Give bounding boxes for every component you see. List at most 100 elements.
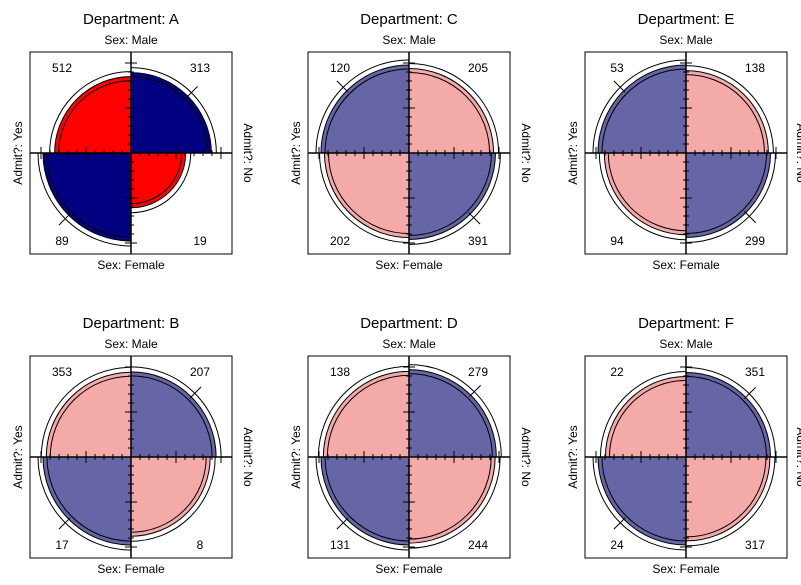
bottom-label: Sex: Female <box>652 258 720 272</box>
count-male-no: 279 <box>468 365 488 379</box>
diagonal-marker <box>336 517 349 530</box>
diagonal-marker <box>186 85 199 98</box>
top-label: Sex: Male <box>104 33 158 47</box>
count-male-no: 313 <box>190 61 210 75</box>
diagonal-marker <box>613 80 626 93</box>
right-label: Admit?: No <box>794 427 801 487</box>
quadrant-tl <box>45 371 132 458</box>
count-female-no: 317 <box>745 538 765 552</box>
diagonal-marker <box>189 386 202 399</box>
count-female-yes: 24 <box>610 538 624 552</box>
quadrant-bl <box>320 456 410 546</box>
diagonal-marker <box>58 517 71 530</box>
count-male-no: 205 <box>468 61 488 75</box>
panel-title: Department: D <box>360 315 458 332</box>
quadrant-tl <box>54 76 132 154</box>
quadrant-tl <box>604 375 687 458</box>
count-male-yes: 53 <box>610 61 624 75</box>
confidence-ring-inner <box>685 74 765 154</box>
bottom-label: Sex: Female <box>97 258 165 272</box>
confidence-ring-inner <box>130 76 208 154</box>
diagonal-marker <box>743 210 757 224</box>
fourfold-panel: Department: B Sex: Male Sex: Female Admit?:… <box>11 315 255 576</box>
count-female-yes: 17 <box>55 538 69 552</box>
quadrant-tl <box>597 64 687 154</box>
panel-title: Department: B <box>83 315 180 332</box>
diagonal-marker <box>743 387 756 400</box>
confidence-ring-outer <box>408 62 500 154</box>
confidence-ring-inner <box>324 68 410 154</box>
count-male-no: 351 <box>745 365 765 379</box>
diagonal-marker <box>336 80 349 93</box>
quadrant-bl <box>323 152 410 239</box>
confidence-ring-outer <box>599 370 687 458</box>
confidence-ring-inner <box>685 456 767 538</box>
confidence-ring-inner <box>408 152 492 236</box>
top-label: Sex: Male <box>382 33 436 47</box>
count-male-yes: 120 <box>330 61 350 75</box>
confidence-ring-inner <box>324 456 410 542</box>
quadrant-tr <box>685 372 771 458</box>
confidence-ring-outer <box>130 456 216 542</box>
quadrant-br <box>685 456 771 542</box>
confidence-ring-inner <box>408 373 493 458</box>
fourfold-panel: Department: F Sex: Male Sex: Female Admit?:… <box>566 315 801 576</box>
quadrant-tr <box>130 371 217 458</box>
left-label: Admit?: Yes <box>289 425 303 488</box>
confidence-ring-inner <box>130 456 207 533</box>
count-female-no: 299 <box>745 234 765 248</box>
quadrant-br <box>130 456 211 537</box>
quadrant-br <box>130 152 187 209</box>
count-male-yes: 353 <box>52 365 72 379</box>
diagonal-marker <box>58 213 71 226</box>
confidence-ring-outer <box>685 456 776 547</box>
count-female-no: 19 <box>193 234 207 248</box>
confidence-ring-outer <box>685 65 774 154</box>
diagonal-marker <box>613 517 626 530</box>
quadrant-bl <box>597 456 687 546</box>
fourfold-panel: Department: E Sex: Male Sex: Female Admit?:… <box>566 11 801 272</box>
left-label: Admit?: Yes <box>566 121 580 184</box>
confidence-ring-inner <box>58 80 132 154</box>
panel-title: Department: A <box>83 11 179 28</box>
bottom-label: Sex: Female <box>652 562 720 576</box>
confidence-ring-outer <box>318 152 410 244</box>
quadrant-br <box>685 152 772 239</box>
count-male-yes: 22 <box>610 365 624 379</box>
count-female-yes: 202 <box>330 234 350 248</box>
confidence-ring-inner <box>130 375 213 458</box>
count-male-no: 138 <box>745 61 765 75</box>
quadrant-bl <box>603 152 687 236</box>
quadrant-tl <box>322 370 410 458</box>
quadrant-tr <box>685 70 769 154</box>
count-male-no: 207 <box>190 365 210 379</box>
count-female-no: 8 <box>197 538 204 552</box>
confidence-ring-inner <box>327 152 410 235</box>
confidence-ring-inner <box>408 456 492 540</box>
confidence-ring-outer <box>40 366 132 458</box>
confidence-ring-outer <box>130 152 192 214</box>
fourfold-panel: Department: A Sex: Male Sex: Female Admit?:… <box>11 11 255 272</box>
confidence-ring-outer <box>317 365 410 458</box>
left-label: Admit?: Yes <box>11 425 25 488</box>
count-female-yes: 89 <box>55 234 69 248</box>
left-label: Admit?: Yes <box>289 121 303 184</box>
fourfold-panel: Department: D Sex: Male Sex: Female Admit?:… <box>289 315 533 576</box>
confidence-ring-inner <box>130 152 183 205</box>
confidence-ring-inner <box>685 376 767 458</box>
diagonal-marker <box>468 384 482 398</box>
bottom-label: Sex: Female <box>97 562 165 576</box>
confidence-ring-inner <box>408 71 491 154</box>
confidence-ring-outer <box>49 71 132 154</box>
confidence-ring-inner <box>608 379 687 458</box>
top-label: Sex: Male <box>659 337 713 351</box>
count-female-no: 244 <box>468 538 488 552</box>
confidence-ring-outer <box>598 152 687 241</box>
confidence-ring-inner <box>46 152 132 238</box>
confidence-ring-outer <box>408 456 501 549</box>
top-label: Sex: Male <box>659 33 713 47</box>
bottom-label: Sex: Female <box>375 258 443 272</box>
top-label: Sex: Male <box>104 337 158 351</box>
confidence-ring-inner <box>601 456 687 542</box>
quadrant-tr <box>130 72 212 154</box>
